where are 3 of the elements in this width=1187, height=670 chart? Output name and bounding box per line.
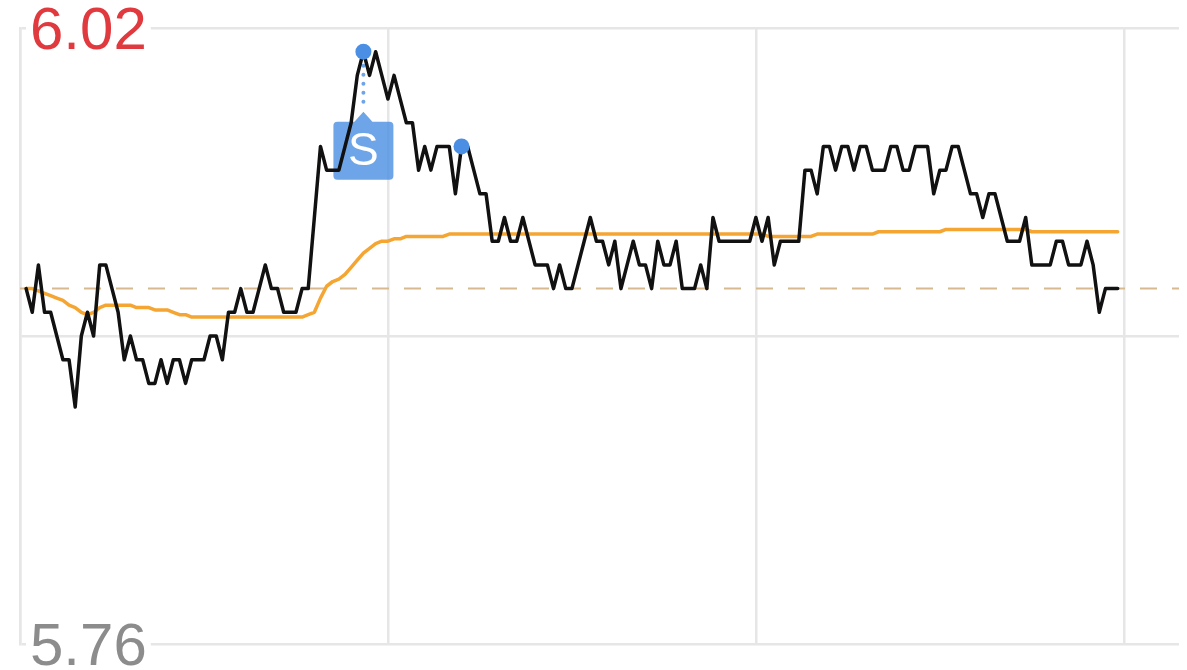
y-tick-label: 5.76 (30, 611, 147, 670)
y-tick-label: 6.02 (30, 0, 147, 63)
annotation: S (348, 123, 379, 176)
